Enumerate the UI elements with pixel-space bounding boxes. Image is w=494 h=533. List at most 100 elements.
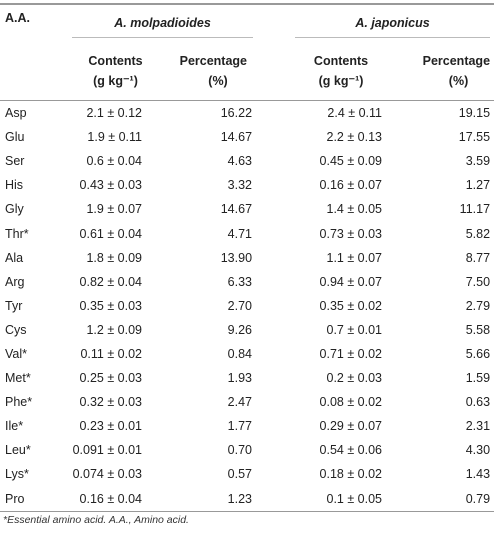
cell: 1.43: [465, 467, 491, 482]
cell: 5.58: [465, 322, 491, 337]
cell: 0.7 ± 0.01: [326, 322, 383, 337]
cell: 2.70: [227, 298, 253, 313]
cell: 0.16 ± 0.04: [62, 486, 149, 512]
column-header: Contents (g kg⁻¹): [257, 42, 388, 101]
cell: 1.77: [227, 419, 253, 434]
row-label: Tyr: [5, 298, 23, 313]
cell: 8.77: [465, 250, 491, 265]
table-row: Leu* 0.091 ± 0.01 0.70 0.54 ± 0.06 4.30: [0, 438, 494, 462]
cell: 3.59: [465, 154, 491, 169]
row-label: Gly: [5, 202, 24, 217]
header-unit: (g kg⁻¹): [93, 74, 138, 88]
cell: 2.2 ± 0.13: [326, 130, 383, 145]
table-row: Tyr 0.35 ± 0.03 2.70 0.35 ± 0.02 2.79: [0, 294, 494, 318]
cell: 0.54 ± 0.06: [319, 443, 383, 458]
aa-header: A.A.: [0, 3, 62, 42]
cell: 3.32: [227, 178, 253, 193]
footnote: *Essential amino acid. A.A., Amino acid.: [3, 514, 189, 526]
cell: 6.33: [227, 274, 253, 289]
header-text: Contents: [88, 54, 143, 68]
cell: 0.73 ± 0.03: [319, 226, 383, 241]
cell: 9.26: [227, 322, 253, 337]
cell: 19.15: [458, 106, 491, 121]
cell: 0.25 ± 0.03: [79, 371, 142, 386]
column-header: Percentage (%): [387, 42, 494, 101]
row-label: Leu*: [5, 443, 31, 458]
cell: 1.2 ± 0.09: [86, 322, 142, 337]
row-label: His: [5, 178, 24, 193]
cell: 0.57: [227, 467, 253, 482]
group-label: A. molpadioides: [72, 9, 254, 38]
cell: 0.1 ± 0.05: [257, 486, 388, 512]
cell: 0.091 ± 0.01: [72, 443, 142, 458]
table-row: Val* 0.11 ± 0.02 0.84 0.71 ± 0.02 5.66: [0, 342, 494, 366]
table-row: Glu 1.9 ± 0.11 14.67 2.2 ± 0.13 17.55: [0, 125, 494, 149]
cell: 0.11 ± 0.02: [80, 346, 142, 361]
cell: 1.9 ± 0.11: [87, 130, 142, 145]
cell: 0.82 ± 0.04: [79, 274, 142, 289]
cell: 0.35 ± 0.03: [79, 298, 142, 313]
cell: 13.90: [220, 250, 253, 265]
cell: 1.4 ± 0.05: [326, 202, 383, 217]
header-row: Contents (g kg⁻¹) Percentage (%) Contents (…: [0, 42, 494, 101]
table-row: Pro 0.16 ± 0.04 1.23 0.1 ± 0.05 0.79: [0, 486, 494, 512]
cell: 0.63: [465, 395, 491, 410]
group-header: A. molpadioides: [62, 3, 258, 42]
cell: 0.6 ± 0.04: [86, 154, 142, 169]
header-text: Percentage: [422, 54, 491, 68]
row-label: Glu: [5, 130, 25, 145]
column-header: Contents (g kg⁻¹): [62, 42, 149, 101]
group-label: A. japonicus: [295, 9, 491, 38]
table-row: Lys* 0.074 ± 0.03 0.57 0.18 ± 0.02 1.43: [0, 462, 494, 486]
header-unit: (%): [448, 74, 469, 88]
row-label: Lys*: [5, 467, 29, 482]
header-row: A.A. A. molpadioides A. japonicus: [0, 3, 494, 42]
cell: 14.67: [220, 202, 253, 217]
header-unit: (%): [208, 74, 228, 88]
cell: 0.84: [227, 346, 253, 361]
cell: 1.8 ± 0.09: [86, 250, 142, 265]
cell: 11.17: [459, 202, 491, 217]
cell: 1.27: [465, 178, 491, 193]
table-row: Ala 1.8 ± 0.09 13.90 1.1 ± 0.07 8.77: [0, 246, 494, 270]
cell: 2.1 ± 0.12: [86, 106, 142, 121]
table-row: Arg 0.82 ± 0.04 6.33 0.94 ± 0.07 7.50: [0, 270, 494, 294]
cell: 1.1 ± 0.07: [326, 250, 383, 265]
cell: 17.55: [458, 130, 491, 145]
table-row: Ile* 0.23 ± 0.01 1.77 0.29 ± 0.07 2.31: [0, 414, 494, 438]
row-label: Arg: [5, 274, 25, 289]
cell: 1.93: [227, 371, 253, 386]
cell: 2.47: [227, 395, 253, 410]
cell: 1.23: [149, 486, 258, 512]
cell: 2.31: [465, 419, 491, 434]
cell: 0.43 ± 0.03: [79, 178, 142, 193]
table-row: Ser 0.6 ± 0.04 4.63 0.45 ± 0.09 3.59: [0, 149, 494, 173]
cell: 5.82: [465, 226, 491, 241]
header-text: Percentage: [179, 54, 248, 68]
table-header: A.A. A. molpadioides A. japonicus Conten…: [0, 3, 494, 101]
row-label: Asp: [5, 106, 27, 121]
row-label: Met*: [5, 371, 31, 386]
cell: 0.18 ± 0.02: [319, 467, 383, 482]
group-header: A. japonicus: [257, 3, 494, 42]
row-label: Cys: [5, 322, 27, 337]
cell: 0.16 ± 0.07: [319, 178, 383, 193]
cell: 0.074 ± 0.03: [72, 467, 142, 482]
header-text: Contents: [313, 54, 369, 68]
cell: 5.66: [465, 346, 491, 361]
cell: 4.71: [227, 226, 253, 241]
table-row: Met* 0.25 ± 0.03 1.93 0.2 ± 0.03 1.59: [0, 366, 494, 390]
cell: 0.71 ± 0.02: [319, 346, 383, 361]
row-label: Thr*: [5, 226, 29, 241]
column-header: Percentage (%): [149, 42, 258, 101]
cell: 0.32 ± 0.03: [79, 395, 142, 410]
cell: 0.70: [227, 443, 253, 458]
empty-header: [0, 42, 62, 101]
row-label: Pro: [0, 486, 62, 512]
cell: 0.29 ± 0.07: [319, 419, 383, 434]
row-label: Phe*: [5, 395, 33, 410]
cell: 0.61 ± 0.04: [79, 226, 142, 241]
cell: 2.79: [465, 298, 491, 313]
row-label: Val*: [5, 346, 28, 361]
table-body: Asp 2.1 ± 0.12 16.22 2.4 ± 0.11 19.15 Glu 1.9 …: [0, 101, 494, 512]
